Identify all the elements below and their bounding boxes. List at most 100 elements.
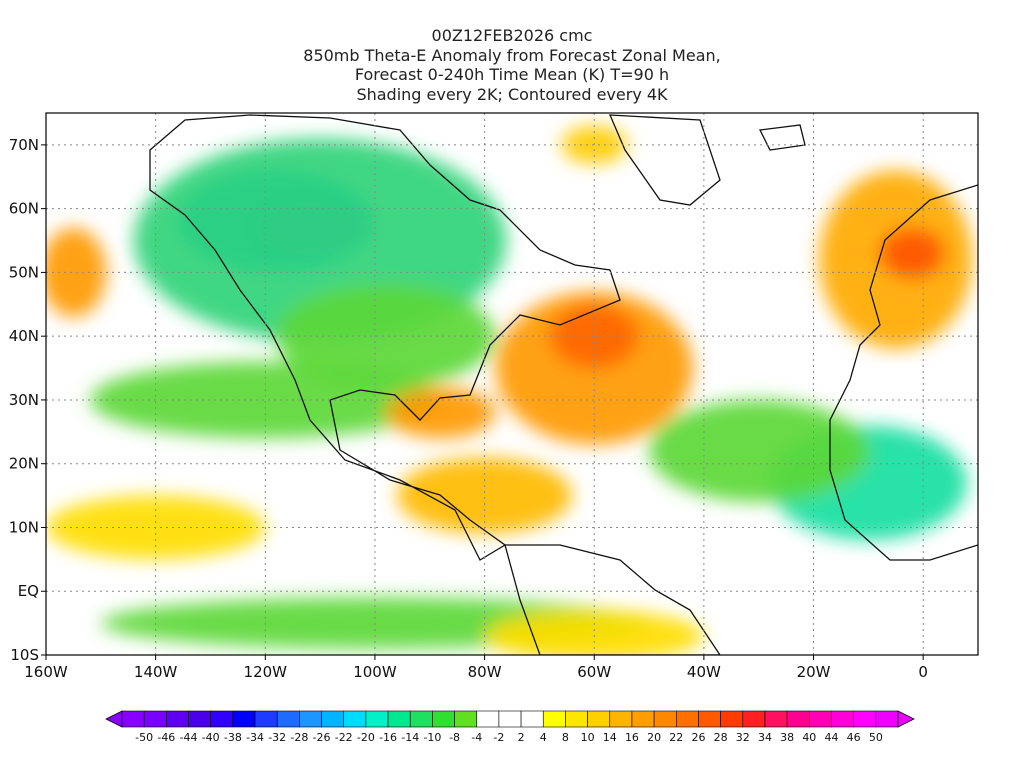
anomaly-region-warm-atlantic [495,291,693,445]
lat-tick-label: 50N [9,263,39,281]
lon-tick-label: 60W [577,663,611,681]
colorbar-label: -38 [224,731,242,744]
colorbar-label: -46 [157,731,175,744]
colorbar-label: -50 [135,731,153,744]
colorbar-label: 2 [518,731,525,744]
colorbar-swatch [653,710,677,728]
colorbar-swatch [542,710,566,728]
colorbar-swatch [166,710,189,728]
colorbar-label: -32 [268,731,286,744]
south-america-coast [504,544,721,655]
colorbar-swatch [520,710,544,728]
europe-africa-coast [829,184,978,561]
colorbar-label: 8 [562,731,569,744]
lat-tick-label: 10S [10,646,39,664]
colorbar-label: -26 [313,731,331,744]
colorbar-label: 44 [824,731,838,744]
colorbar-label: 28 [714,731,728,744]
anomaly-region-warm-west-pacific [46,227,107,318]
colorbar-swatch [831,710,854,728]
colorbar-label: -44 [180,731,198,744]
colorbar-swatch [609,710,633,728]
colorbar-swatch [631,710,655,728]
colorbar-swatch [764,710,788,728]
colorbar-swatch [476,710,500,728]
north-america-coast [149,114,621,561]
colorbar-swatch [299,710,322,728]
colorbar-label: 46 [847,731,861,744]
colorbar-swatch [409,710,433,728]
lat-tick-label: EQ [18,582,39,600]
colorbar-label: -34 [246,731,264,744]
colorbar-label: -10 [423,731,441,744]
colorbar-label: 4 [540,731,547,744]
plot-frame [45,112,979,656]
colorbar-swatch [720,710,744,728]
colorbar-swatch [188,710,211,728]
lat-tick-label: 10N [9,518,39,536]
lat-tick-label: 20N [9,455,39,473]
lon-tick-label: 140W [134,663,178,681]
colorbar-label: -2 [493,731,504,744]
colorbar-swatch [432,710,455,728]
colorbar-label: 20 [647,731,661,744]
lon-tick-label: 0 [918,663,928,681]
colorbar-label: 40 [802,731,816,744]
coastlines [149,114,978,655]
colorbar-left-arrow [105,710,123,728]
title-line-1: 00Z12FEB2026 cmc [431,26,593,45]
anomaly-region-cool-us [276,285,496,388]
anomaly-region-warm-caribbean [396,457,573,534]
colorbar-right-arrow [897,710,915,728]
colorbar-swatch [698,710,721,728]
colorbar-swatch [786,710,810,728]
title-line-2: 850mb Theta-E Anomaly from Forecast Zona… [303,46,721,65]
colorbar-swatch [365,710,389,728]
colorbar-label: -22 [335,731,353,744]
colorbar-swatch [498,710,522,728]
lat-tick-label: 60N [9,200,39,218]
colorbar-swatch [321,710,345,728]
lon-tick-label: 160W [24,663,68,681]
colorbar-swatch [875,710,899,728]
colorbar-label: -20 [357,731,375,744]
colorbar-label: 10 [581,731,595,744]
colorbar-swatch [143,710,167,728]
anomaly-region-warm-europe-core [879,227,946,279]
colorbar-label: -40 [202,731,220,744]
lat-lon-grid [46,113,978,655]
colorbar-label: -8 [449,731,460,744]
lon-tick-label: 80W [468,663,502,681]
colorbar-label: 26 [691,731,705,744]
colorbar-label: 34 [758,731,772,744]
colorbar-swatch [210,710,234,728]
colorbar-label: -4 [471,731,482,744]
colorbar-label: -16 [379,731,397,744]
colorbar-swatch [587,710,611,728]
colorbar-label: 38 [780,731,794,744]
colorbar-label: 16 [625,731,639,744]
colorbar-swatch [853,710,877,728]
lat-tick-label: 30N [9,391,39,409]
colorbar-swatch [809,710,832,728]
latitude-axis: 70N 60N 50N 40N 30N 20N 10N EQ 10S [9,136,46,664]
lon-tick-label: 120W [244,663,288,681]
colorbar-swatch [121,710,145,728]
colorbar-swatch [232,710,256,728]
colorbar-swatch [565,710,588,728]
iceland-coast [759,124,806,151]
lon-tick-label: 100W [353,663,397,681]
colorbar-swatch [276,710,300,728]
anomaly-shading [46,125,973,655]
anomaly-region-warm-south-america [484,610,704,655]
title-line-3: Forecast 0-240h Time Mean (K) T=90 h [354,65,670,84]
colorbar-swatch [343,710,367,728]
colorbar-swatch [387,710,411,728]
colorbar-label: -28 [290,731,308,744]
lat-tick-label: 70N [9,136,39,154]
colorbar-swatch [742,710,766,728]
lat-tick-label: 40N [9,327,39,345]
title-line-4: Shading every 2K; Contoured every 4K [356,85,668,104]
anomaly-region-cool-pacific [89,361,441,439]
longitude-axis: 160W 140W 120W 100W 80W 60W 40W 20W 0 [24,655,928,681]
